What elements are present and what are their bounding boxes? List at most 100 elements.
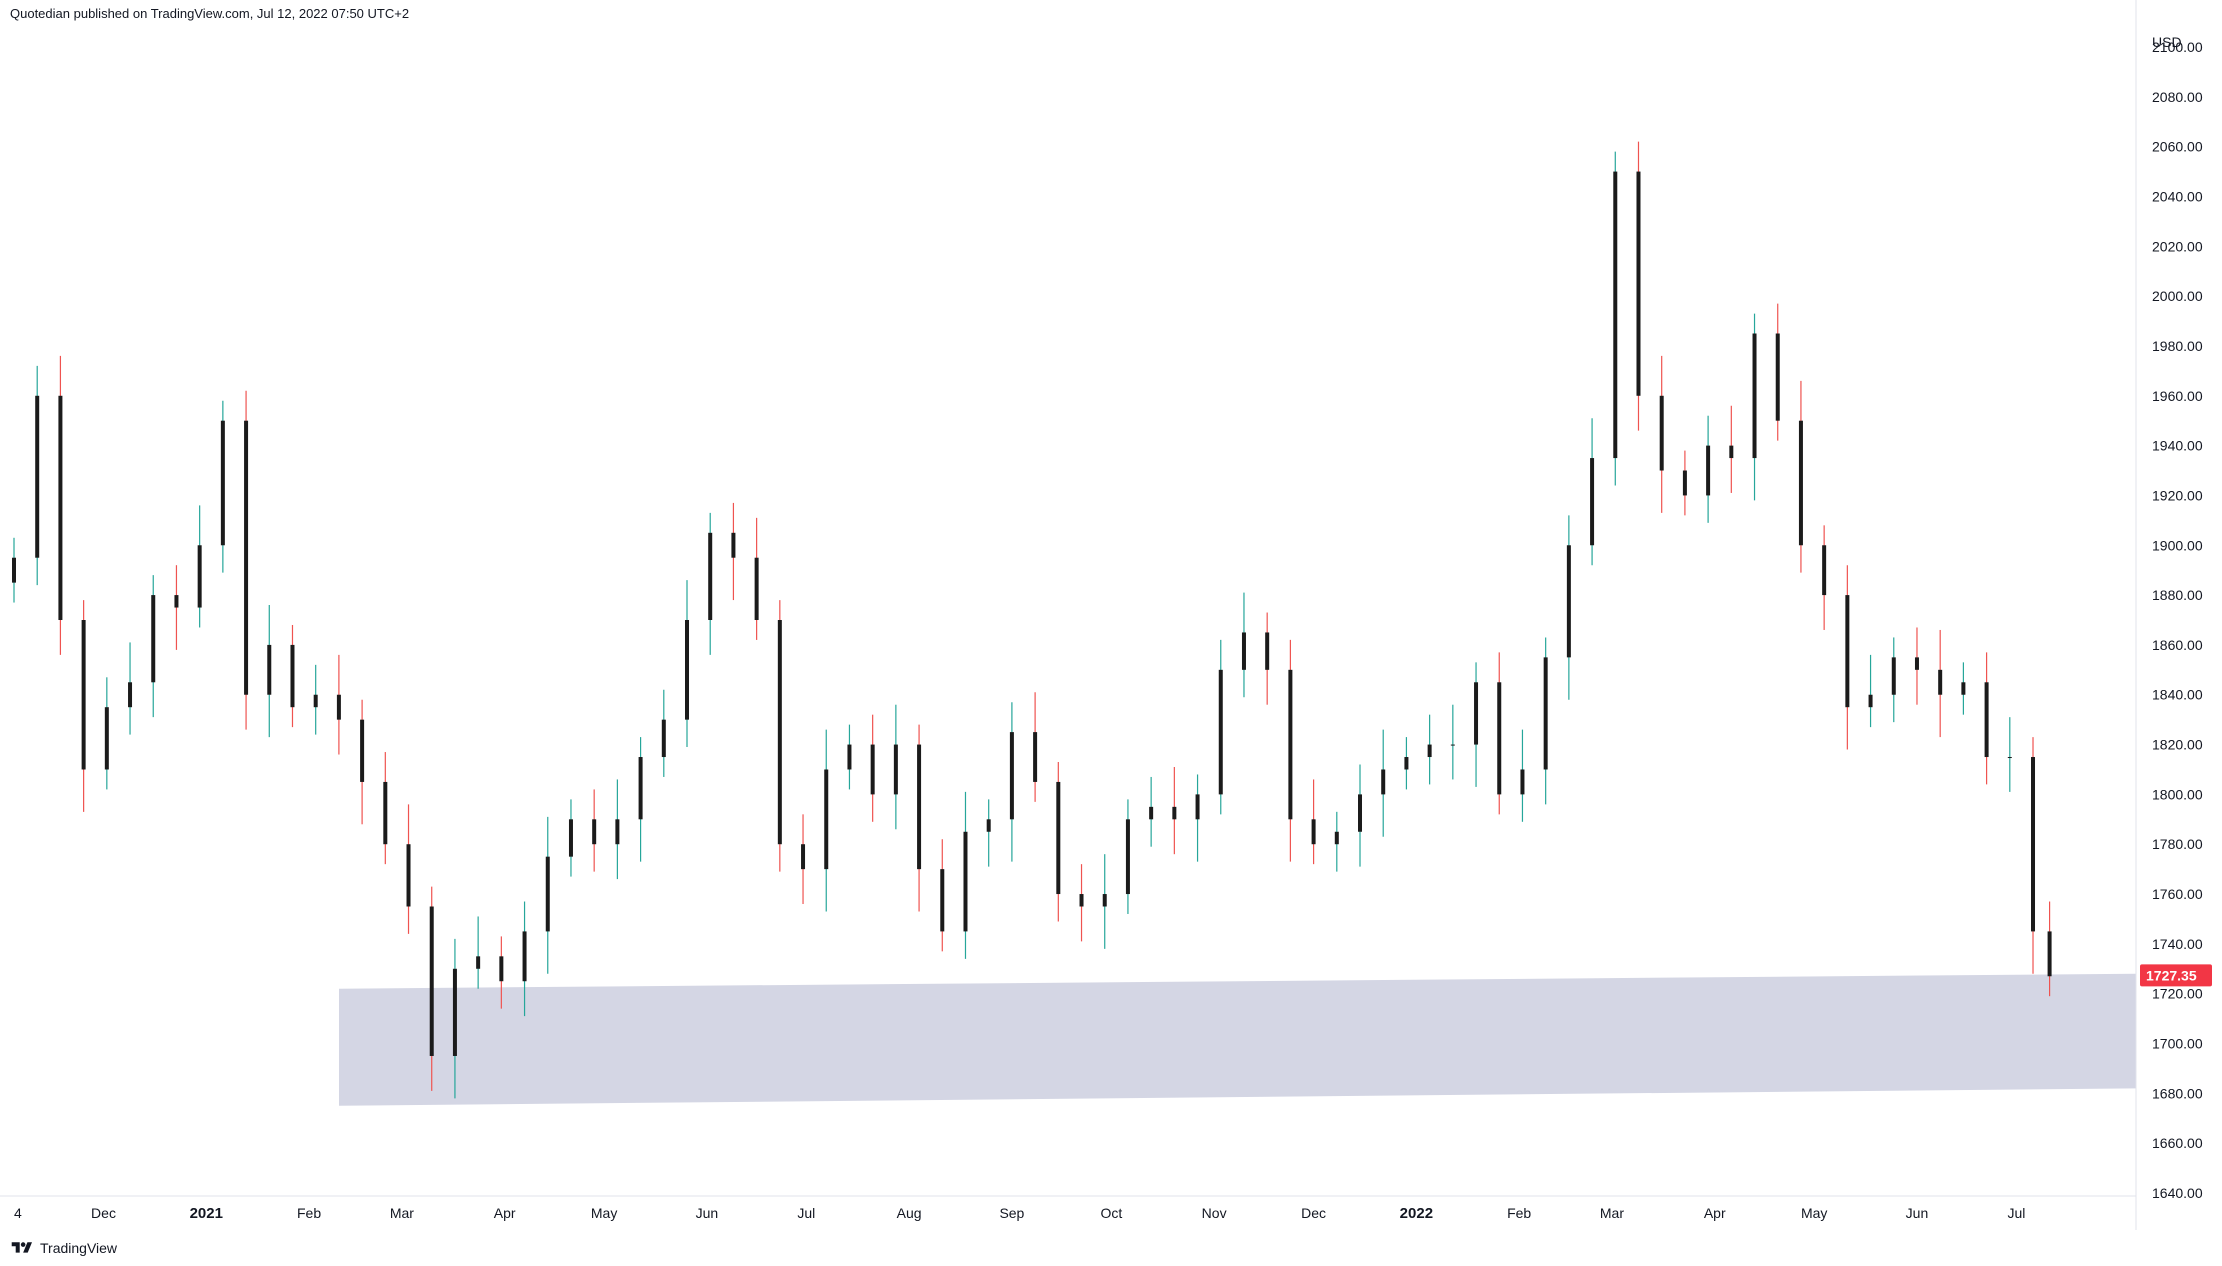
candle xyxy=(1566,515,1571,700)
candle xyxy=(638,737,643,862)
candle-body xyxy=(1125,819,1130,895)
candle xyxy=(615,779,620,880)
candle xyxy=(1404,737,1409,790)
candle-body xyxy=(1891,657,1896,695)
candle-body xyxy=(1497,682,1502,795)
x-tick-label: Jul xyxy=(2007,1205,2025,1221)
candle xyxy=(731,502,736,601)
candle xyxy=(313,664,318,735)
candle-body xyxy=(244,420,249,695)
candle-body xyxy=(615,819,620,845)
candle-body xyxy=(754,557,759,620)
svg-text:1727.35: 1727.35 xyxy=(2146,967,2197,983)
candle-body xyxy=(1822,545,1827,596)
y-tick-label: 1780.00 xyxy=(2152,836,2203,852)
candle xyxy=(383,752,388,865)
candle-body xyxy=(661,719,666,758)
y-tick-label: 2040.00 xyxy=(2152,188,2203,204)
candle xyxy=(1079,864,1084,942)
x-tick-label: Dec xyxy=(91,1205,116,1221)
y-tick-label: 1740.00 xyxy=(2152,936,2203,952)
x-tick-label: May xyxy=(591,1205,617,1221)
candle xyxy=(1961,662,1966,715)
x-tick-label: 4 xyxy=(14,1205,22,1221)
candle xyxy=(1102,854,1107,949)
candle xyxy=(847,724,852,790)
y-tick-label: 1720.00 xyxy=(2152,986,2203,1002)
candle xyxy=(197,505,202,628)
candle-body xyxy=(452,968,457,1056)
candle xyxy=(174,565,179,650)
y-tick-label: 1840.00 xyxy=(2152,687,2203,703)
y-tick-label: 1960.00 xyxy=(2152,388,2203,404)
x-tick-label: Feb xyxy=(1507,1205,1531,1221)
candle-body xyxy=(1056,781,1061,895)
y-tick-label: 1680.00 xyxy=(2152,1085,2203,1101)
candle-body xyxy=(638,757,643,820)
x-tick-label: Mar xyxy=(390,1205,414,1221)
candle xyxy=(406,804,411,934)
candle-body xyxy=(1613,171,1618,459)
candle xyxy=(1729,405,1734,493)
x-tick-label: Dec xyxy=(1301,1205,1326,1221)
x-tick-label: 2021 xyxy=(190,1205,223,1222)
candle xyxy=(1474,662,1479,787)
candle xyxy=(1543,637,1548,805)
candle xyxy=(1682,450,1687,516)
candle-body xyxy=(1752,333,1757,459)
candle xyxy=(1381,729,1386,837)
candle xyxy=(1891,637,1896,723)
candle xyxy=(708,512,713,655)
candle xyxy=(1497,652,1502,815)
candle xyxy=(917,724,922,912)
candle xyxy=(1798,380,1803,573)
candle-body xyxy=(1659,395,1664,471)
candle xyxy=(476,916,481,989)
x-tick-label: Jul xyxy=(797,1205,815,1221)
x-tick-label: Oct xyxy=(1100,1205,1122,1221)
candle-body xyxy=(1474,682,1479,745)
y-tick-label: 1820.00 xyxy=(2152,737,2203,753)
y-tick-label: 2060.00 xyxy=(2152,139,2203,155)
candle-body xyxy=(1102,894,1107,907)
candle-body xyxy=(1149,806,1154,820)
candle-body xyxy=(128,682,133,708)
candle-body xyxy=(1961,682,1966,695)
x-tick-label: Jun xyxy=(1906,1205,1929,1221)
tradingview-footer[interactable]: TradingView xyxy=(10,1240,117,1256)
candle xyxy=(824,729,829,912)
candle-body xyxy=(406,844,411,907)
candle xyxy=(267,605,272,738)
candle xyxy=(499,936,504,1009)
candle xyxy=(1822,525,1827,630)
x-axis[interactable]: 4 Dec 2021 Feb Mar Apr May Jun Jul Aug Sep Oct Nov De… xyxy=(14,1205,2025,1222)
y-tick-label: 1640.00 xyxy=(2152,1185,2203,1201)
y-tick-label: 1860.00 xyxy=(2152,637,2203,653)
candle xyxy=(1636,141,1641,431)
candle-body xyxy=(1009,732,1014,820)
candle-body xyxy=(1729,445,1734,459)
y-tick-label: 1760.00 xyxy=(2152,886,2203,902)
y-tick-label: 1880.00 xyxy=(2152,587,2203,603)
candle-body xyxy=(568,819,573,857)
candle-body xyxy=(963,831,968,932)
x-tick-label: Sep xyxy=(999,1205,1024,1221)
candle-body xyxy=(104,707,109,770)
candle-body xyxy=(58,395,63,620)
support-zone-layer xyxy=(339,973,2136,1106)
candle-body xyxy=(1868,694,1873,708)
candle xyxy=(1172,766,1177,855)
candle-body xyxy=(360,719,365,782)
candle-body xyxy=(1241,632,1246,670)
last-price-tag: 1727.35 xyxy=(2140,964,2212,987)
candle-body xyxy=(1450,744,1455,746)
candle-body xyxy=(1845,595,1850,708)
y-tick-label: 2080.00 xyxy=(2152,89,2203,105)
y-axis[interactable]: 2100.00 2080.00 2060.00 2040.00 2020.00 2000.… xyxy=(2152,39,2203,1201)
candle-body xyxy=(499,956,504,982)
candle-body xyxy=(545,856,550,932)
candle xyxy=(754,517,759,640)
candle-body xyxy=(220,420,225,546)
candle xyxy=(1265,612,1270,705)
